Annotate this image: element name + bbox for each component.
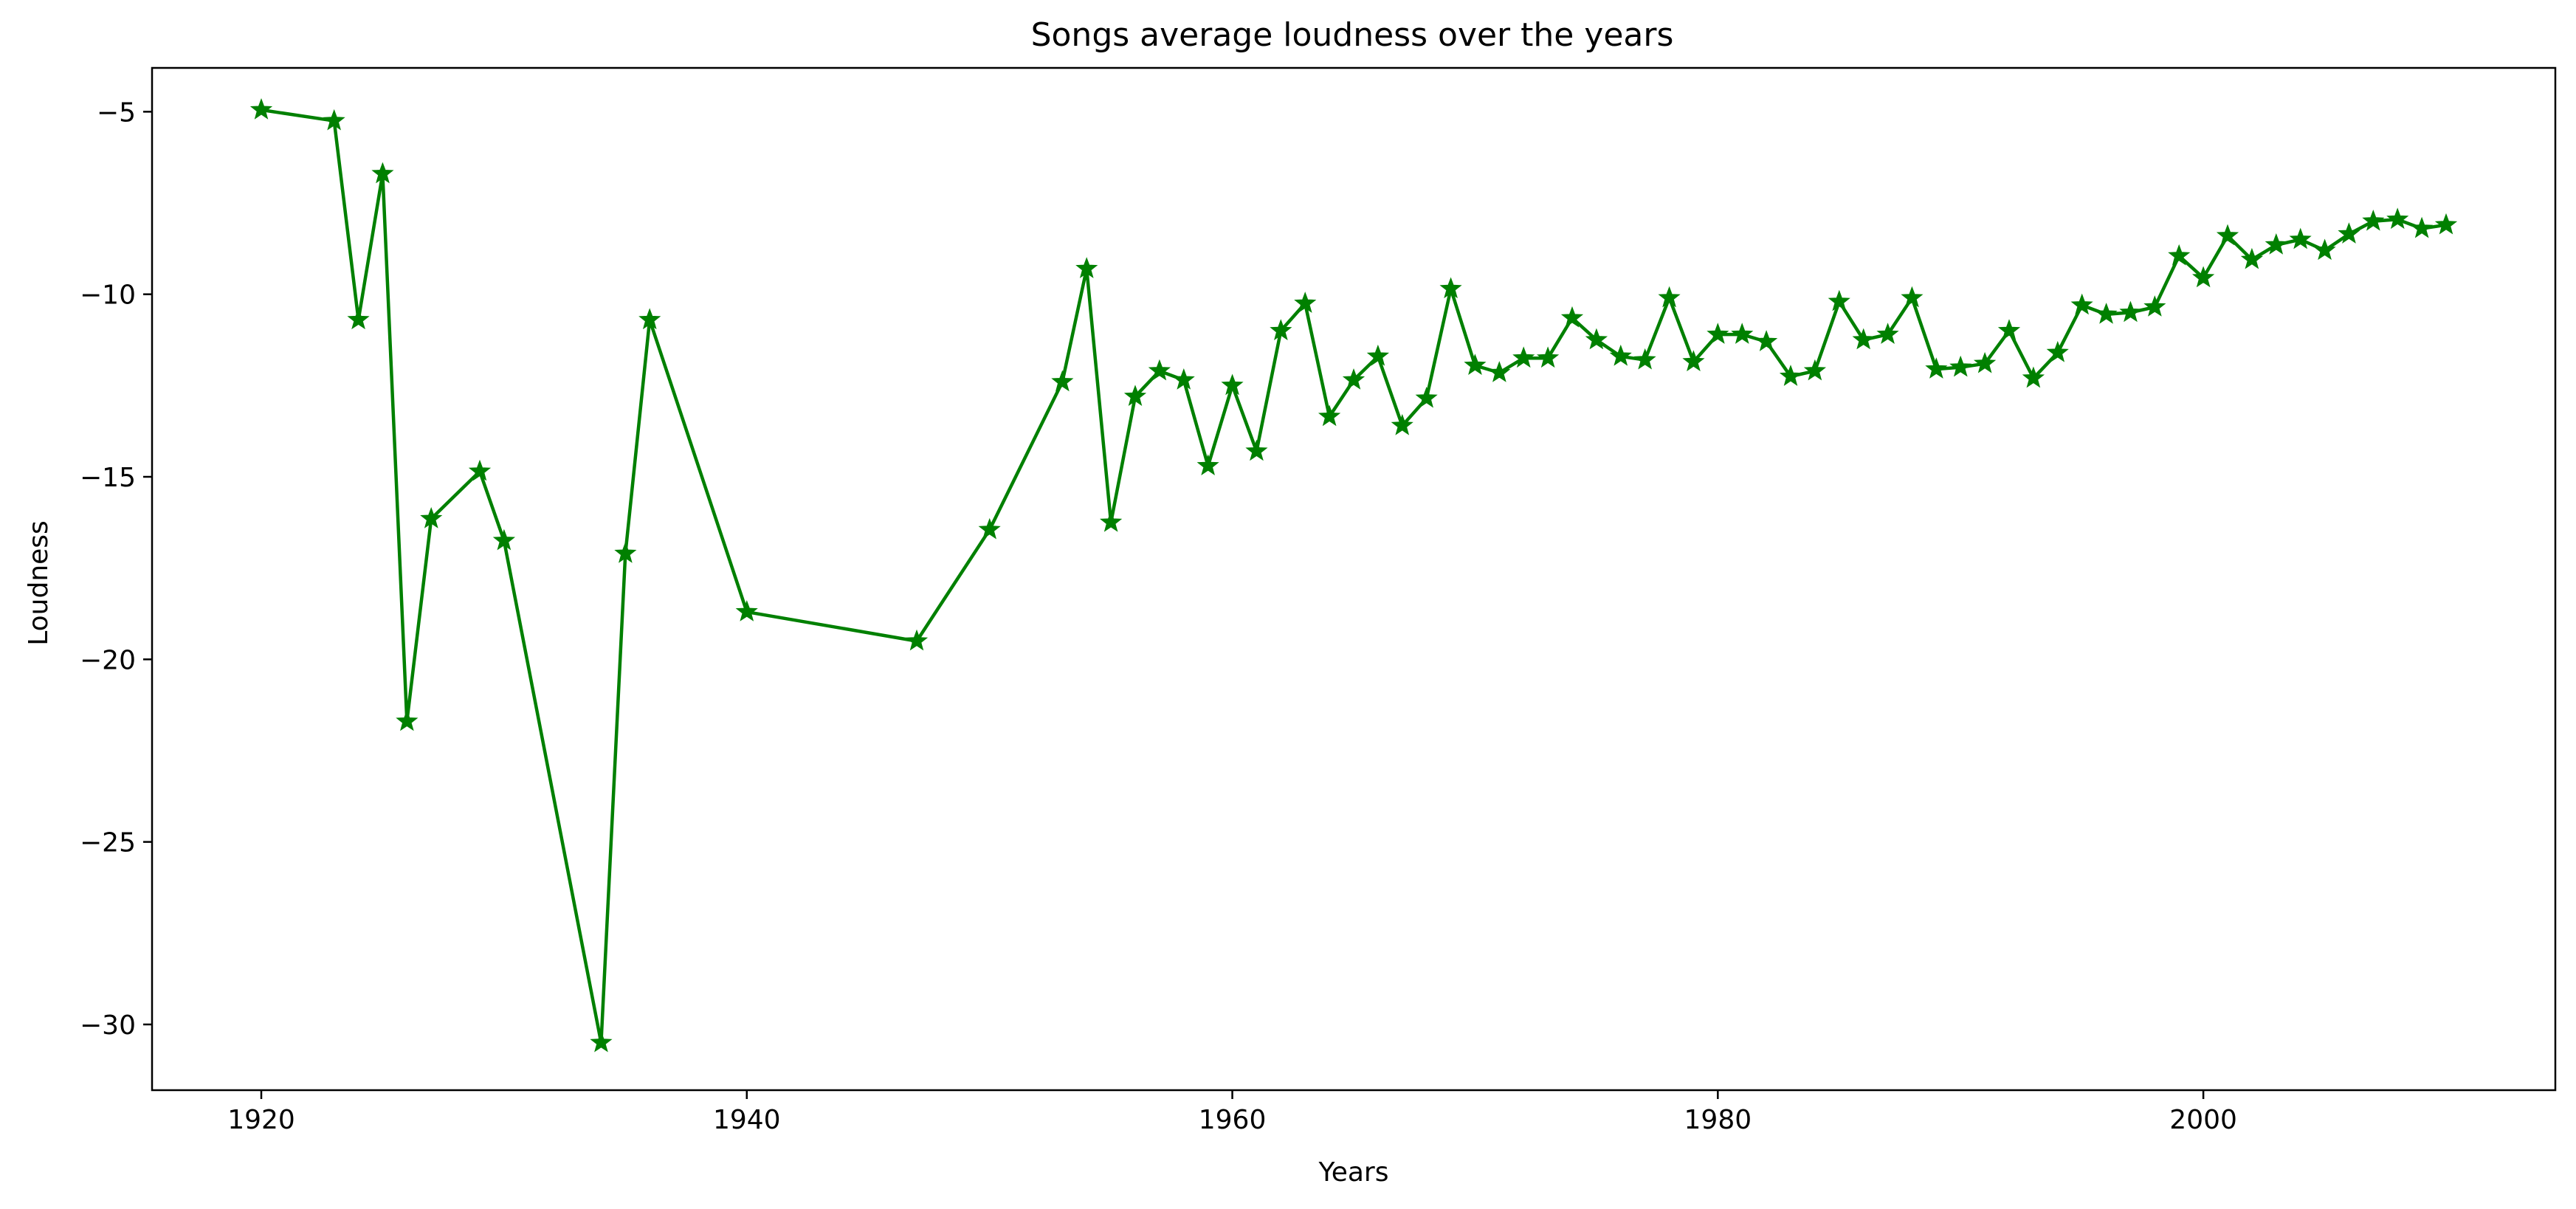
data-point-marker xyxy=(1536,346,1560,368)
data-point-marker xyxy=(1973,351,1997,373)
data-point-marker xyxy=(2362,209,2385,231)
data-point-marker xyxy=(2240,247,2264,269)
data-point-marker xyxy=(1391,413,1413,435)
data-point-marker xyxy=(1221,373,1244,396)
data-point-marker xyxy=(1196,454,1219,476)
data-point-marker xyxy=(614,542,637,563)
data-point-marker xyxy=(1172,368,1195,390)
data-point-marker xyxy=(905,629,929,651)
y-tick-label: −10 xyxy=(80,280,136,311)
series-line xyxy=(261,108,2447,1044)
data-point-marker xyxy=(2313,238,2336,261)
data-point-marker xyxy=(1682,350,1705,372)
data-point-marker xyxy=(1779,365,1802,386)
data-point-marker xyxy=(2289,227,2312,249)
data-point-marker xyxy=(2046,340,2069,362)
data-point-marker xyxy=(2070,293,2093,315)
data-point-marker xyxy=(1707,323,1729,344)
x-tick-label: 1940 xyxy=(713,1105,781,1135)
plot-frame xyxy=(151,66,2557,1092)
series-layer xyxy=(249,98,2458,1053)
data-point-marker xyxy=(1415,386,1438,408)
data-point-marker xyxy=(1901,286,1924,308)
data-point-marker xyxy=(2265,233,2287,255)
data-point-marker xyxy=(1585,328,1608,350)
data-point-marker xyxy=(638,308,661,330)
data-point-marker xyxy=(1828,289,1850,311)
data-point-marker xyxy=(978,517,1001,540)
data-point-marker xyxy=(2095,303,2118,324)
data-point-marker xyxy=(2410,216,2434,238)
data-point-marker xyxy=(1099,510,1123,532)
data-point-marker xyxy=(2022,366,2045,388)
data-point-marker xyxy=(1294,292,1317,313)
data-point-marker xyxy=(1075,257,1098,278)
x-axis-label: Years xyxy=(1318,1157,1389,1188)
data-point-marker xyxy=(1051,370,1074,392)
data-point-marker xyxy=(371,162,394,184)
data-point-marker xyxy=(735,600,758,621)
y-tick-label: −20 xyxy=(80,645,136,675)
data-point-marker xyxy=(2386,207,2409,230)
data-point-marker xyxy=(1512,346,1535,368)
y-tick-label: −25 xyxy=(80,828,136,858)
data-point-marker xyxy=(1560,306,1584,328)
data-point-marker xyxy=(2191,266,2215,288)
y-axis-label: Loudness xyxy=(24,520,54,646)
data-point-marker xyxy=(1270,319,1292,341)
y-axis-ticks: −30 −25 −20 −15 −10 −5 xyxy=(80,97,152,1041)
data-point-marker xyxy=(1245,439,1268,461)
data-point-marker xyxy=(1876,323,1899,344)
data-point-marker xyxy=(1852,328,1875,350)
data-point-marker xyxy=(1803,359,1827,381)
data-point-marker xyxy=(1633,348,1656,370)
data-point-marker xyxy=(1925,357,1948,379)
data-point-marker xyxy=(1609,344,1632,366)
data-point-marker xyxy=(1342,368,1366,390)
data-point-marker xyxy=(396,709,419,731)
y-tick-label: −5 xyxy=(97,97,136,128)
x-tick-label: 1980 xyxy=(1684,1105,1752,1135)
data-point-marker xyxy=(1439,277,1462,299)
data-point-marker xyxy=(1997,319,2021,341)
data-point-marker xyxy=(2338,222,2360,244)
data-point-marker xyxy=(1464,354,1487,376)
data-point-marker xyxy=(2216,224,2239,246)
data-point-marker xyxy=(1366,344,1390,366)
data-point-marker xyxy=(1148,359,1171,381)
data-point-marker xyxy=(492,528,516,551)
data-point-marker xyxy=(2434,213,2458,235)
data-point-marker xyxy=(590,1030,613,1053)
data-point-marker xyxy=(1488,361,1511,382)
x-tick-label: 1920 xyxy=(227,1105,295,1135)
data-point-marker xyxy=(323,108,345,131)
x-tick-label: 2000 xyxy=(2169,1105,2237,1135)
y-tick-label: −30 xyxy=(80,1010,136,1041)
data-point-marker xyxy=(1318,404,1341,427)
data-point-marker xyxy=(1658,286,1681,308)
data-point-marker xyxy=(2168,244,2191,266)
data-point-marker xyxy=(1949,355,1972,377)
data-point-marker xyxy=(1123,385,1147,407)
data-point-marker xyxy=(2119,300,2142,323)
data-point-marker xyxy=(2143,295,2166,317)
x-axis-ticks: 1920 1940 1960 1980 2000 xyxy=(227,1090,2237,1135)
y-tick-label: −15 xyxy=(80,463,136,493)
x-tick-label: 1960 xyxy=(1199,1105,1267,1135)
chart-title: Songs average loudness over the years xyxy=(1031,16,1674,54)
data-point-marker xyxy=(420,507,443,528)
data-point-marker xyxy=(249,98,273,120)
data-point-marker xyxy=(1731,323,1754,344)
data-point-marker xyxy=(1754,330,1778,351)
data-point-marker xyxy=(347,308,370,330)
data-point-marker xyxy=(468,459,492,481)
